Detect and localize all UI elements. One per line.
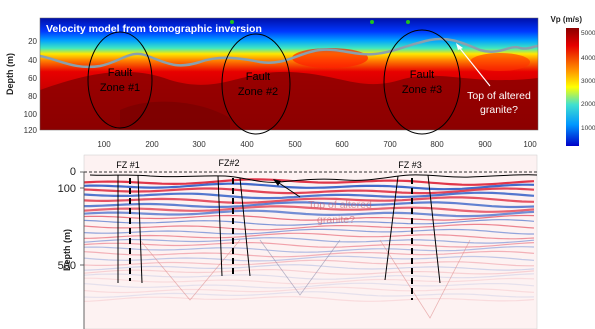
seismic-reflector [84, 286, 535, 294]
top-x-tick: 500 [288, 140, 302, 149]
seismic-reflector [84, 196, 535, 204]
colorbar-tick: 4000 [581, 55, 595, 62]
top-y-axis-label: Depth (m) [5, 53, 15, 95]
seismic-reflector [84, 250, 535, 258]
fault-zone-2-label-line2: Zone #2 [238, 86, 278, 98]
faded-annotation-arrowhead [273, 179, 281, 186]
top-y-tick: 60 [28, 74, 37, 83]
annotation-line1: Top of altered [467, 90, 531, 102]
seismic-reflector [84, 296, 535, 302]
colorbar-title: Vp (m/s) [550, 15, 582, 24]
surface-speck [406, 20, 410, 24]
seismic-reflector [84, 282, 535, 289]
seismic-reflector [84, 232, 535, 240]
seismic-reflector [84, 228, 534, 235]
interpreted-top-line [89, 174, 538, 183]
top-x-tick: 400 [240, 140, 254, 149]
colorbar-tick: 2000 [581, 101, 595, 108]
fault-zone-1-label-line1: Fault [108, 67, 132, 79]
deep-pattern [379, 239, 471, 319]
colorbar-tick: 1000 [581, 125, 595, 132]
faded-annotation-arrow [275, 180, 301, 198]
seismic-reflector [84, 201, 535, 209]
top-x-tick: 800 [430, 140, 444, 149]
seismic-reflector [84, 214, 535, 221]
seismic-reflector [84, 191, 535, 200]
faded-annotation-line1: Top of altered [308, 199, 372, 211]
top-y-tick: 120 [24, 126, 38, 135]
velocity-model-panel: Velocity model from tomographic inversio… [5, 15, 595, 149]
seismic-reflector [84, 277, 535, 285]
top-x-tick: 700 [383, 140, 397, 149]
seismic-section-panel: FZ #1 FZ#2 FZ #3 Top of altered granite?… [58, 154, 538, 329]
fault-zone-1-ellipse [87, 31, 153, 129]
fz-3-label: FZ #3 [398, 160, 422, 170]
velocity-anomaly-2 [470, 53, 530, 71]
fault-zone-3-label-line2: Zone #3 [402, 84, 442, 96]
seismic-reflector [84, 255, 535, 262]
seismic-reflector [84, 264, 535, 271]
seismic-reflector [84, 219, 535, 226]
fault-line [239, 177, 251, 277]
seismic-reflector [84, 291, 535, 298]
top-x-tick: 200 [145, 140, 159, 149]
top-y-tick: 20 [28, 37, 37, 46]
colorbar-tick: 5000 [581, 30, 595, 37]
bottom-y-axis-label: Depth (m) [62, 229, 72, 271]
faded-annotation-line2: granite? [317, 214, 355, 226]
seismic-reflector [84, 273, 535, 280]
seismic-reflector [84, 182, 535, 191]
fault-line [137, 174, 143, 284]
deep-pattern [259, 239, 341, 296]
fault-zone-3-label-line1: Fault [410, 69, 434, 81]
seismic-reflector [84, 205, 535, 213]
top-x-tick: 900 [478, 140, 492, 149]
fault-zone-1-label-line2: Zone #1 [100, 82, 140, 94]
bottom-y-tick: 500 [58, 260, 76, 272]
velocity-frame [39, 17, 539, 131]
seismic-reflector [84, 187, 535, 195]
bottom-y-tick: 0 [70, 166, 76, 178]
altered-granite-interface [40, 37, 538, 69]
bottom-y-tick: 100 [58, 183, 76, 195]
fault-zone-2-label-line1: Fault [246, 71, 270, 83]
annotation-line2: granite? [480, 104, 518, 116]
surface-speck [370, 20, 374, 24]
fault-line [217, 175, 223, 277]
seismic-reflectors [84, 178, 535, 319]
fault-line [427, 174, 441, 284]
top-x-tick: 100 [97, 140, 111, 149]
top-x-tick: 600 [335, 140, 349, 149]
deep-velocity-body [40, 71, 538, 130]
annotation-arrow [457, 45, 491, 87]
seismic-reflector [84, 246, 535, 253]
velocity-model-title: Velocity model from tomographic inversio… [46, 23, 262, 35]
seismic-reflector [84, 237, 535, 244]
fault-zone-2-ellipse [221, 33, 291, 135]
seismic-reflector [84, 242, 535, 248]
fz-1-label: FZ #1 [116, 160, 140, 170]
seismic-reflector [84, 223, 535, 231]
seismic-reflector [84, 209, 535, 218]
fault-zone-3-ellipse [383, 29, 461, 135]
deep-velocity-pocket [120, 101, 230, 130]
seismic-reflector [84, 178, 535, 186]
top-x-tick: 100 [523, 140, 537, 149]
surface-speck [230, 20, 234, 24]
fz-2-label: FZ#2 [218, 158, 239, 168]
top-x-tick: 300 [192, 140, 206, 149]
deep-pattern [139, 239, 241, 301]
seismic-reflector [84, 269, 535, 275]
top-y-tick: 40 [28, 56, 37, 65]
annotation-arrowhead [456, 43, 463, 50]
fault-line [384, 175, 399, 281]
top-y-tick: 80 [28, 92, 37, 101]
top-y-tick: 100 [24, 110, 38, 119]
colorbar-tick: 3000 [581, 78, 595, 85]
colorbar [566, 28, 579, 146]
